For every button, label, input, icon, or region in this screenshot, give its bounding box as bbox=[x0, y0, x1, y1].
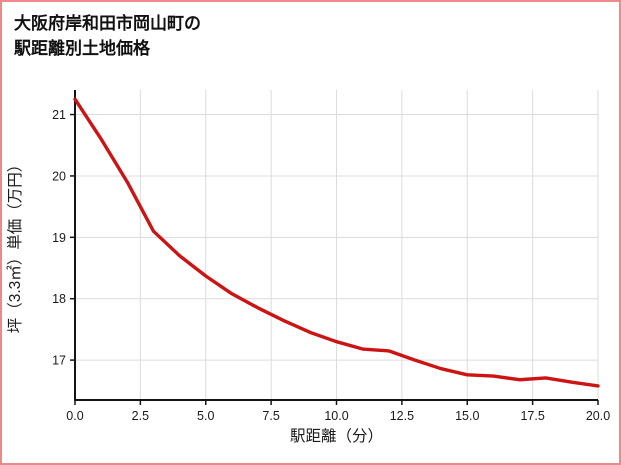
chart-area: 0.0 2.5 5.0 7.5 10.0 12.5 15.0 17.5 20.0 17 18 19 20… bbox=[2, 63, 619, 460]
chart-title-line1: 大阪府岸和田市岡山町の bbox=[14, 14, 201, 33]
x-tick-label: 2.5 bbox=[132, 409, 149, 423]
y-axis-label: 坪（3.3㎡）単価（万円） bbox=[6, 157, 24, 334]
line-chart: 0.0 2.5 5.0 7.5 10.0 12.5 15.0 17.5 20.0 17 18 19 20… bbox=[6, 90, 610, 445]
y-tick-label: 18 bbox=[52, 292, 66, 306]
x-tick-label: 17.5 bbox=[520, 409, 544, 423]
chart-title-line2: 駅距離別土地価格 bbox=[14, 38, 150, 58]
x-tick-label: 7.5 bbox=[262, 409, 279, 423]
x-tick-label: 15.0 bbox=[455, 409, 479, 423]
y-tick-label: 21 bbox=[52, 108, 66, 122]
price-line bbox=[73, 97, 600, 388]
x-tick-label: 20.0 bbox=[586, 409, 610, 423]
x-tick-label: 10.0 bbox=[324, 409, 348, 423]
x-tick-label: 5.0 bbox=[197, 409, 214, 423]
x-axis-label: 駅距離（分） bbox=[290, 427, 383, 445]
y-tick-label: 19 bbox=[52, 231, 66, 245]
y-tick-label: 17 bbox=[52, 354, 66, 368]
x-tick-label: 0.0 bbox=[66, 409, 83, 423]
x-tick-label: 12.5 bbox=[390, 409, 414, 423]
chart-title: 大阪府岸和田市岡山町の 駅距離別土地価格 bbox=[2, 2, 619, 63]
y-tick-label: 20 bbox=[52, 170, 66, 184]
